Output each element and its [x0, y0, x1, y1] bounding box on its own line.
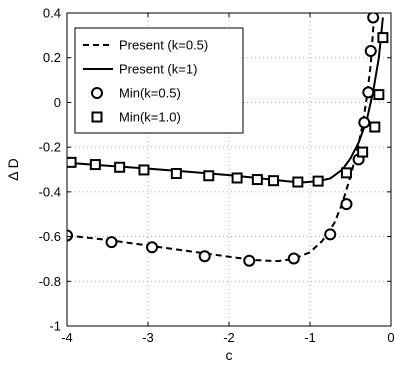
- min-k10-point: [373, 89, 385, 101]
- min-k05-point: [146, 241, 159, 254]
- y-tick-label: -0.8: [39, 274, 61, 289]
- y-tick-label: -0.6: [39, 229, 61, 244]
- y-axis-label: Δ D: [5, 158, 21, 181]
- legend-label: Present (k=0.5): [119, 38, 208, 53]
- y-tick-label: -0.4: [39, 184, 61, 199]
- min-k05-point: [340, 198, 353, 211]
- min-k10-point: [369, 121, 381, 133]
- min-k05-point: [67, 229, 73, 242]
- min-k10-point: [312, 175, 324, 187]
- min-k10-point: [292, 176, 304, 188]
- min-k05-point: [364, 45, 377, 58]
- min-k05-point: [243, 254, 256, 267]
- y-tick-label: 0.4: [43, 6, 61, 21]
- min-k10-point: [203, 170, 215, 182]
- min-k05-point: [198, 250, 211, 263]
- min-k10-point: [231, 172, 243, 184]
- min-k10-point: [377, 32, 389, 44]
- x-axis-label: c: [226, 347, 233, 363]
- min-k10-point: [170, 168, 182, 180]
- x-tick-label: -4: [61, 330, 73, 345]
- min-k10-point: [357, 146, 369, 158]
- plot-area: [67, 13, 389, 267]
- y-tick-label: 0.2: [43, 50, 61, 65]
- legend-label: Present (k=1): [119, 62, 197, 77]
- min-k10-point: [251, 174, 263, 186]
- min-k05-point: [367, 13, 380, 24]
- min-k10-point: [114, 161, 126, 173]
- series-layer: [67, 13, 389, 267]
- min-k05-point: [362, 86, 375, 99]
- legend-square-marker: [91, 111, 103, 123]
- min-k05-point: [358, 116, 371, 129]
- y-tick-label: 0: [54, 95, 61, 110]
- min-k10-point: [138, 164, 150, 176]
- legend-circle-marker: [91, 87, 103, 99]
- x-tick-label: -2: [223, 330, 235, 345]
- min-k10-point: [67, 156, 77, 168]
- y-tick-label: -1: [49, 319, 61, 334]
- min-k10-point: [340, 167, 352, 179]
- x-tick-label: -1: [304, 330, 316, 345]
- legend-label: Min(k=1.0): [119, 110, 181, 125]
- axis-ticks: -4 -3 -2 -1 0 -1 -0.8 -0.6 -0.4 -0.2 0 0.2 0.4: [39, 6, 395, 346]
- min-k05-point: [324, 228, 337, 241]
- legend: Present (k=0.5) Present (k=1) Min(k=0.5) Mi…: [74, 27, 244, 134]
- x-tick-label: -3: [142, 330, 154, 345]
- y-tick-label: -0.2: [39, 140, 61, 155]
- min-k05-point: [287, 252, 300, 265]
- x-tick-label: 0: [387, 330, 394, 345]
- min-k10-point: [89, 159, 101, 171]
- min-k10-point: [268, 175, 280, 187]
- min-k05-point: [105, 236, 118, 249]
- legend-label: Min(k=0.5): [119, 86, 181, 101]
